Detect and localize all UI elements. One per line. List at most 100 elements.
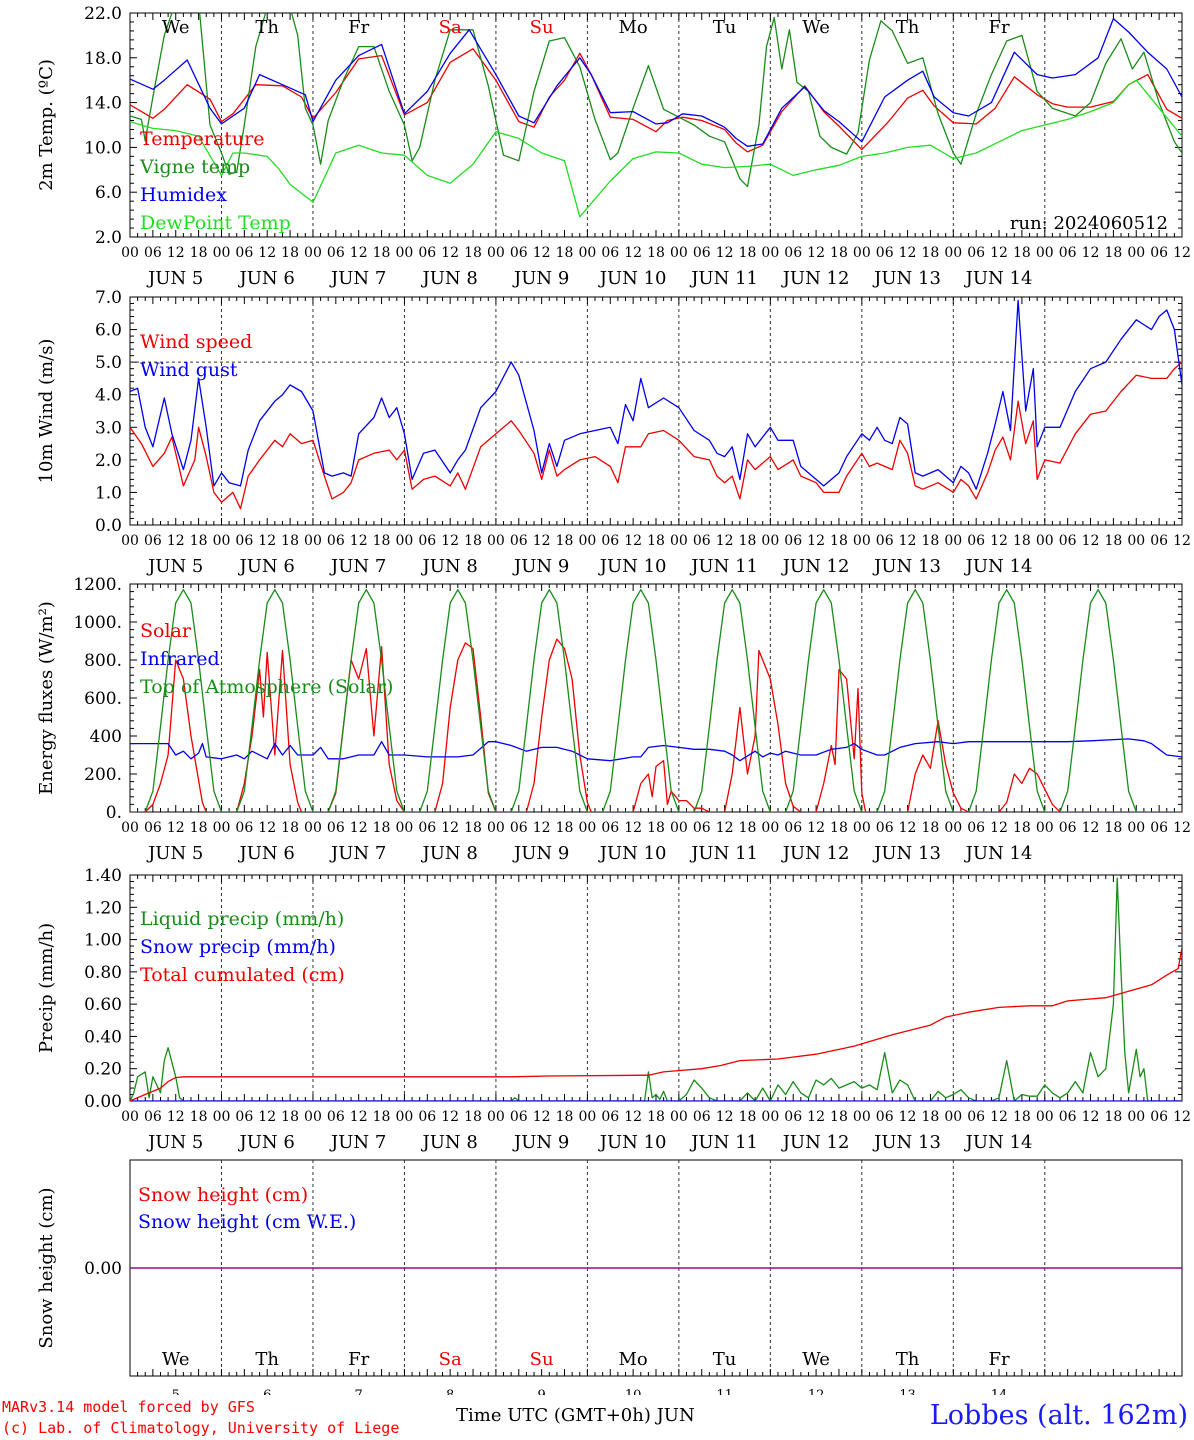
hour-label: 00 [670,245,688,261]
date-label: JUN 14 [964,268,1033,289]
hour-label: 06 [601,245,619,261]
hour-label: 00 [213,533,231,549]
weekday-label: Mo [618,17,647,38]
hour-label: 06 [1059,245,1077,261]
hour-label: 12 [899,245,917,261]
date-label: JUN 11 [689,1132,758,1153]
panel-3: 0. 200. 400 600. 800. 1000. 1200. Energy fluxes… [36,575,1191,864]
hour-label: 06 [144,533,162,549]
date-label: JUN 6 [238,1132,295,1153]
legend-entry: Infrared [140,648,220,670]
y-axis-title: 2m Temp. (ºC) [36,59,57,191]
y-tick-label: 10.0 [84,138,122,158]
hour-label: 00 [944,820,962,836]
y-axis-title: Precip (mm/h) [36,923,57,1053]
hour-label: 00 [1036,1109,1054,1125]
hour-label: 06 [967,820,985,836]
plot-frame [129,296,1183,526]
hour-label: 18 [830,245,848,261]
hour-label: 18 [464,245,482,261]
hour-label: 06 [601,820,619,836]
hour-label: 06 [693,1109,711,1125]
day-number-label: 7 [355,1388,363,1395]
hour-label: 18 [830,1109,848,1125]
hour-label: 06 [876,1109,894,1125]
hour-label: 06 [327,533,345,549]
hour-label: 06 [876,533,894,549]
weekday-label: Sa [439,17,462,38]
day-number-label: 6 [263,1388,271,1395]
hour-label: 00 [487,820,505,836]
date-label: JUN 9 [512,1132,569,1153]
y-tick-label: 18.0 [84,49,122,69]
hour-label: 00 [761,820,779,836]
day-number-label: 14 [991,1388,1008,1395]
hour-label: 18 [647,533,665,549]
date-label: JUN 6 [238,843,295,864]
hour-label: 12 [624,245,642,261]
hour-label: 00 [121,533,139,549]
y-tick-label: 1.20 [84,898,122,918]
panel-2: 0.0 1.0 2.0 3.0 4.0 5.0 6.0 7.0 10m Wind (m/s) Wi… [36,288,1191,577]
hour-label: 06 [693,533,711,549]
date-label: JUN 9 [512,843,569,864]
hour-label: 12 [990,245,1008,261]
hour-label: 00 [213,1109,231,1125]
date-label: JUN 8 [421,556,478,577]
hour-label: 18 [739,820,757,836]
weekday-label: Tu [713,1349,737,1370]
date-label: JUN 13 [872,556,941,577]
hour-label: 00 [944,1109,962,1125]
legend-entry: Top of Atmosphere (Solar) [140,676,393,698]
hour-label: 06 [876,245,894,261]
hour-label: 06 [327,820,345,836]
hour-label: 00 [121,245,139,261]
y-tick-label: 1000. [73,613,122,633]
date-label: JUN 7 [329,1132,386,1153]
hour-label: 06 [327,245,345,261]
hour-label: 18 [373,1109,391,1125]
hour-label: 18 [556,820,574,836]
y-tick-label: 0.00 [84,1092,122,1112]
hour-label: 06 [1150,1109,1168,1125]
series-line-liquid-precip-mm-h [130,877,1182,1101]
hour-label: 06 [784,245,802,261]
hour-label: 12 [624,820,642,836]
hour-label: 12 [258,245,276,261]
date-label: JUN 8 [421,268,478,289]
hour-label: 00 [213,245,231,261]
legend-entry: DewPoint Temp [140,212,291,234]
hour-label: 00 [670,820,688,836]
hour-label: 06 [418,1109,436,1125]
hour-label: 06 [1059,533,1077,549]
hour-label: 18 [190,245,208,261]
hour-label: 12 [167,1109,185,1125]
hour-label: 12 [1082,1109,1100,1125]
y-tick-label: 200. [84,765,122,785]
y-tick-label: 14.0 [84,94,122,114]
legend-entry: Snow height (cm W.E.) [138,1211,356,1233]
hour-label: 06 [418,820,436,836]
hour-label: 06 [967,245,985,261]
hour-label: 06 [327,1109,345,1125]
series-line-vigne-temp [130,13,1182,188]
hour-label: 12 [807,820,825,836]
date-label: JUN 12 [781,843,850,864]
y-tick-label: 0.20 [84,1060,122,1080]
y-tick-label: 1.00 [84,931,122,951]
hour-label: 06 [1150,245,1168,261]
hour-label: 06 [235,245,253,261]
hour-label: 18 [281,533,299,549]
hour-label: 12 [1173,245,1191,261]
hour-label: 12 [258,820,276,836]
hour-label: 06 [510,820,528,836]
day-number-label: 9 [538,1388,546,1395]
hour-label: 12 [1173,1109,1191,1125]
hour-label: 18 [464,1109,482,1125]
hour-label: 12 [1082,533,1100,549]
weekday-label: Mo [618,1349,647,1370]
y-tick-label: 5.0 [95,353,122,373]
hour-label: 18 [1013,1109,1031,1125]
hour-label: 18 [281,1109,299,1125]
hour-label: 18 [922,820,940,836]
